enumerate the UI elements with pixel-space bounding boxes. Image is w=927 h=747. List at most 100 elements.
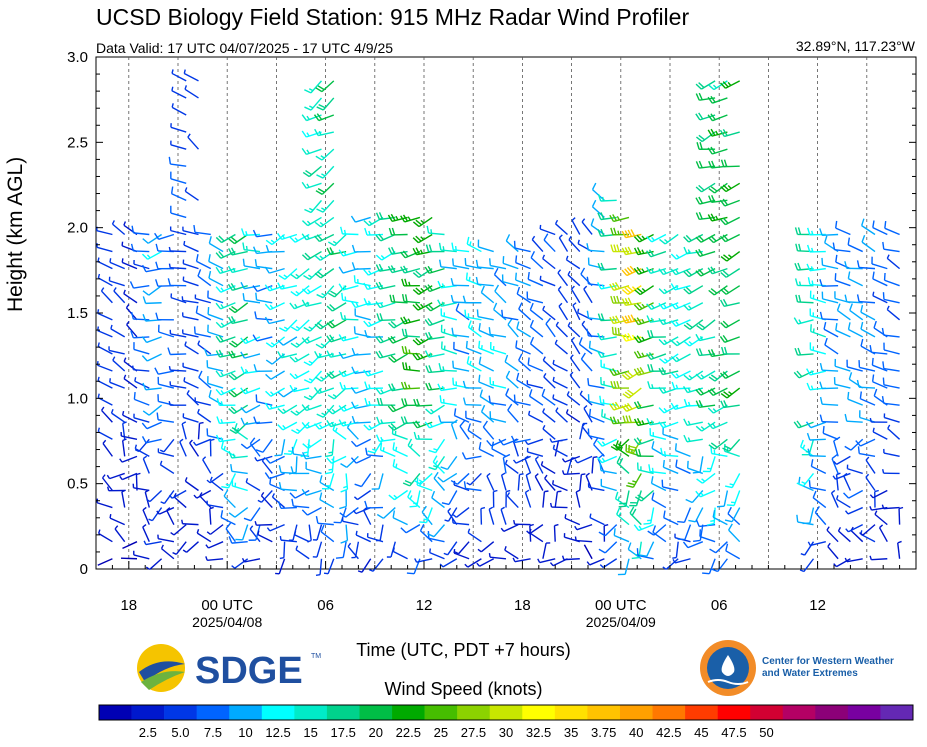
wind-barb (413, 472, 433, 485)
wind-barb-flag (301, 404, 307, 411)
x-tick-label: 00 UTC (201, 597, 253, 614)
wind-barb (882, 361, 900, 372)
wind-barb-flag (427, 284, 433, 291)
wind-barb-staff (126, 324, 138, 338)
wind-barb (683, 370, 704, 381)
wind-barb-staff (346, 455, 359, 468)
wind-barb-flag (674, 443, 677, 451)
wind-barb-staff (514, 438, 531, 444)
wind-barb (806, 263, 826, 272)
wind-barb (108, 346, 125, 355)
wind-barb (182, 259, 199, 270)
wind-barb-flag (621, 298, 627, 306)
wind-barb-half-flag (675, 304, 680, 309)
wind-barb (834, 273, 851, 287)
wind-barb (616, 455, 630, 474)
wind-barb-flag (375, 234, 382, 242)
wind-barb (819, 362, 839, 372)
wind-barb-flag (130, 330, 134, 339)
wind-barb-flag (317, 188, 325, 193)
wind-barb-flag (808, 480, 811, 488)
wind-barb (452, 360, 470, 372)
wind-barb-staff (834, 249, 851, 253)
wind-barb (549, 438, 568, 443)
wind-barb-flag (353, 275, 356, 283)
wind-barb-staff (694, 507, 704, 523)
wind-barb-flag (807, 448, 811, 456)
wind-barb-flag (629, 265, 636, 273)
wind-barb-flag (329, 304, 336, 310)
wind-barb-staff (133, 369, 150, 372)
wind-barb-flag (695, 348, 700, 356)
wind-barb (431, 490, 445, 509)
colorbar: 2.5 5.0 7.5 10 12.5 15 17.5 20 22.5 25 27.5 30 32.5 3… (98, 704, 914, 740)
wind-barb-flag (709, 548, 717, 554)
wind-barb-staff (542, 411, 556, 423)
wind-barb-flag (338, 283, 344, 291)
wind-barb (480, 404, 495, 423)
wind-barb (154, 232, 175, 240)
wind-barb (341, 517, 359, 526)
wind-barb (526, 524, 544, 535)
wind-barb-flag (167, 347, 171, 355)
wind-barb (504, 459, 519, 474)
wind-barb (277, 404, 298, 415)
wind-barb (662, 558, 679, 570)
wind-barb-half-flag (439, 563, 444, 568)
wind-barb-half-flag (604, 523, 609, 527)
wind-barb (388, 227, 408, 236)
wind-barb (807, 277, 826, 287)
wind-barb-staff (109, 261, 125, 270)
wind-barb-flag (412, 247, 418, 256)
wind-barb-flag (507, 403, 513, 411)
wind-barb-flag (698, 160, 703, 169)
wind-barb-flag (240, 337, 246, 344)
wind-barb-half-flag (650, 317, 654, 322)
wind-barb-flag (208, 236, 212, 244)
wind-barb-flag (807, 277, 811, 285)
wind-barb-flag (696, 478, 703, 484)
wind-barb-flag (596, 440, 603, 447)
wind-barb (182, 413, 199, 423)
wind-barb-staff (112, 223, 126, 236)
wind-barb-flag (193, 224, 196, 233)
wind-barb (720, 319, 741, 329)
wind-barb-flag (822, 426, 825, 434)
wind-barb-staff (514, 401, 531, 406)
wind-barb-staff (170, 229, 187, 236)
wind-barb-half-flag (294, 357, 299, 361)
wind-barb (98, 529, 113, 543)
wind-barb-staff (186, 541, 199, 553)
wind-barb (339, 381, 359, 390)
wind-barb-staff (453, 484, 470, 492)
wind-barb-staff (256, 233, 273, 238)
wind-barb-flag (617, 327, 620, 336)
wind-barb (209, 476, 224, 492)
wind-barb-staff (146, 353, 162, 362)
wind-barb-half-flag (469, 241, 472, 246)
colorbar-swatch (554, 705, 588, 720)
wind-barb-flag (695, 113, 701, 121)
wind-barb-staff (504, 361, 519, 372)
wind-barb (121, 241, 138, 253)
wind-barb-half-flag (269, 404, 273, 409)
wind-barb-staff (847, 398, 863, 406)
wind-barb-half-flag (543, 372, 547, 378)
wind-barb-half-flag (534, 455, 539, 460)
wind-barb-flag (314, 128, 319, 136)
wind-barb-half-flag (232, 267, 236, 273)
wind-barb-flag (230, 316, 236, 324)
wind-barb-flag (478, 340, 481, 349)
wind-barb-flag (498, 438, 504, 446)
wind-barb (193, 224, 211, 236)
wind-barb (347, 542, 359, 560)
wind-barb-staff (577, 455, 593, 464)
wind-barb-half-flag (675, 285, 679, 290)
wind-barb-flag (636, 417, 642, 426)
wind-barb-half-flag (581, 423, 586, 428)
wind-barb-staff (515, 262, 531, 270)
wind-barb-flag (698, 348, 703, 356)
wind-barb-staff (514, 558, 531, 563)
wind-barb-half-flag (493, 489, 498, 493)
wind-barb-staff (123, 293, 138, 304)
